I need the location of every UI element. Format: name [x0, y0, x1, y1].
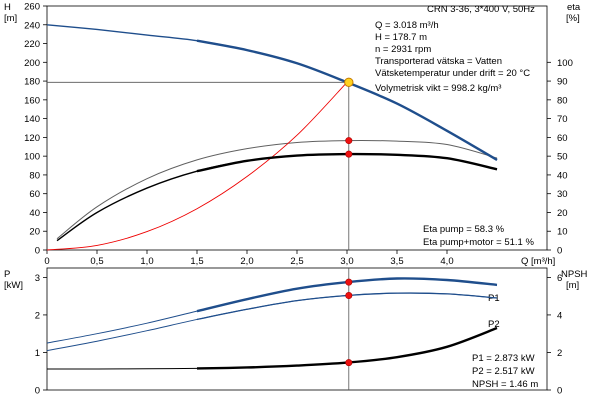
p2-curve — [46, 292, 498, 352]
npsh-axis-unit: [m] — [566, 280, 579, 291]
h-tick-label: 120 — [24, 133, 40, 144]
eta-pump-motor-label: Eta pump+motor = 51.1 % — [423, 237, 534, 248]
eta-tick-label: 90 — [557, 77, 568, 88]
info-line-liquid: Transporterad vätska = Vatten — [375, 56, 502, 67]
eta-tick-label: 0 — [557, 246, 562, 257]
top-panel-frame — [46, 5, 548, 251]
h-tick-label: 80 — [29, 170, 40, 181]
eta-axis-unit: [%] — [566, 13, 580, 24]
p1-value-label: P1 = 2.873 kW — [472, 353, 535, 364]
h-tick-label: 40 — [29, 208, 40, 219]
h-tick-label: 60 — [29, 189, 40, 200]
x-tick-label: 2,0 — [240, 256, 253, 267]
bottom-panel-frame — [46, 267, 548, 391]
h-tick-label: 240 — [24, 20, 40, 31]
eta-tick-label: 100 — [557, 58, 573, 69]
duty-point-marker — [344, 77, 354, 87]
h-tick-label: 160 — [24, 95, 40, 106]
p-axis-label: P — [4, 269, 10, 280]
eta-tick-label: 40 — [557, 170, 568, 181]
p-axis-unit: [kW] — [4, 280, 23, 291]
h-tick-label: 140 — [24, 114, 40, 125]
eta-tick-label: 60 — [557, 133, 568, 144]
eta-tick-label: 10 — [557, 227, 568, 238]
eta-tick-label: 80 — [557, 95, 568, 106]
npsh-tick-label: 2 — [557, 348, 562, 359]
eta-axis-label: eta — [567, 2, 581, 13]
x-tick-label: 0 — [44, 256, 49, 267]
p1-curve — [46, 277, 498, 344]
p-tick-label: 0 — [35, 386, 40, 397]
bottom-duty-point-marker — [345, 278, 353, 286]
p-tick-label: 2 — [35, 310, 40, 321]
npsh-tick-label: 4 — [557, 310, 562, 321]
eta-tick-label: 30 — [557, 189, 568, 200]
chart-title: CRN 3-36, 3*400 V, 50Hz — [427, 4, 535, 15]
h-tick-label: 200 — [24, 58, 40, 69]
eta-pump-motor-point-marker — [345, 150, 353, 158]
h-tick-label: 260 — [24, 2, 40, 13]
x-tick-label: 1,5 — [190, 256, 203, 267]
npsh-value-label: NPSH = 1.46 m — [472, 379, 538, 390]
x-tick-label: 1,0 — [140, 256, 153, 267]
h-axis-unit: [m] — [4, 13, 17, 24]
info-line-q: Q = 3.018 m³/h — [375, 20, 439, 31]
system-curve — [46, 81, 348, 251]
p2-series-label: P2 — [488, 319, 500, 330]
info-line-n: n = 2931 rpm — [375, 44, 431, 55]
x-axis-label: Q [m³/h] — [521, 256, 555, 267]
x-tick-label: 4,0 — [440, 256, 453, 267]
p2-value-label: P2 = 2.517 kW — [472, 366, 535, 377]
bottom-duty-point-marker — [345, 359, 353, 367]
bottom-duty-point-marker — [345, 292, 353, 300]
p-tick-label: 3 — [35, 273, 40, 284]
npsh-axis-label: NPSH — [561, 269, 588, 280]
x-tick-label: 3,0 — [340, 256, 353, 267]
eta-tick-label: 20 — [557, 208, 568, 219]
x-tick-label: 0,5 — [90, 256, 103, 267]
eta-tick-label: 50 — [557, 152, 568, 163]
info-line-density: Volymetrisk vikt = 998.2 kg/m³ — [375, 83, 501, 94]
info-line-temp: Vätsketemperatur under drift = 20 °C — [375, 68, 530, 79]
eta-pump-point-marker — [345, 137, 353, 145]
p1-series-label: P1 — [488, 293, 500, 304]
h-tick-label: 100 — [24, 152, 40, 163]
info-line-h: H = 178.7 m — [375, 32, 427, 43]
npsh-tick-label: 0 — [557, 386, 562, 397]
h-tick-label: 220 — [24, 39, 40, 50]
eta-tick-label: 70 — [557, 114, 568, 125]
npsh-tick-label: 6 — [557, 273, 562, 284]
eta-pump-label: Eta pump = 58.3 % — [423, 224, 505, 235]
h-tick-label: 180 — [24, 77, 40, 88]
h-axis-label: H — [4, 2, 11, 13]
p-tick-label: 1 — [35, 348, 40, 359]
eta-pump-curve — [56, 139, 498, 240]
x-tick-label: 2,5 — [290, 256, 303, 267]
npsh-curve — [46, 327, 498, 370]
h-tick-label: 20 — [29, 227, 40, 238]
x-tick-label: 3,5 — [390, 256, 403, 267]
h-tick-label: 0 — [35, 246, 40, 257]
